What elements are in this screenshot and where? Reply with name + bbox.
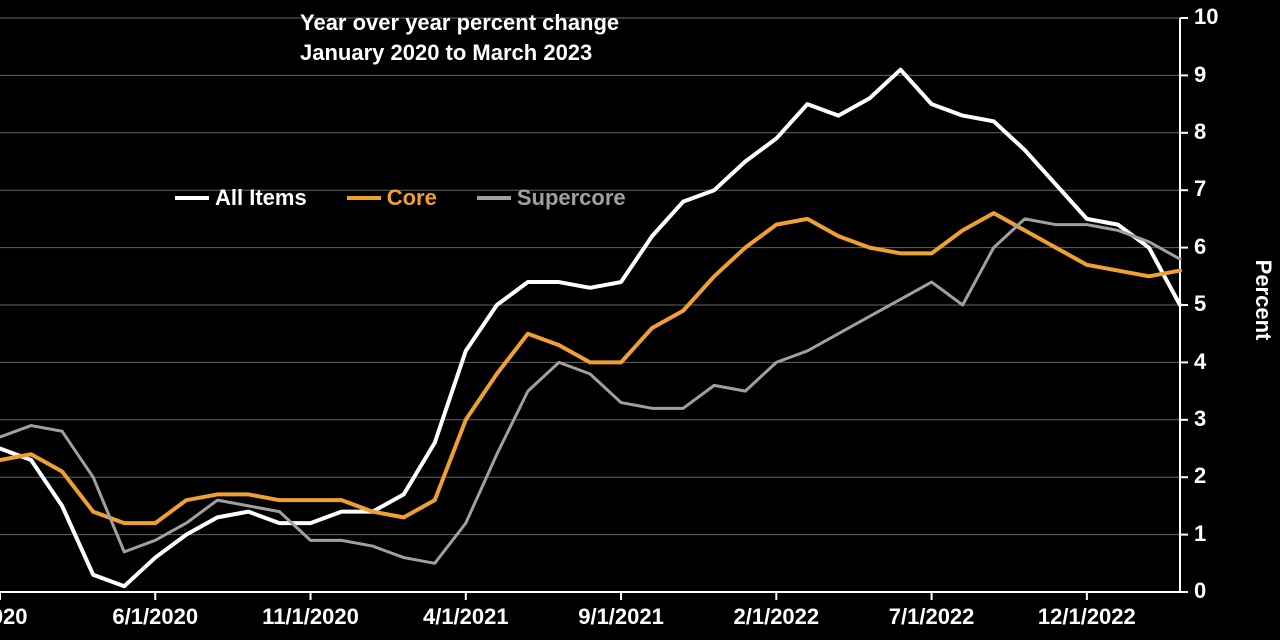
legend-swatch bbox=[347, 196, 381, 200]
y-tick-label: 0 bbox=[1194, 578, 1206, 604]
chart-title-line1: Year over year percent change bbox=[300, 10, 619, 36]
inflation-line-chart: Year over year percent change January 20… bbox=[0, 0, 1280, 640]
y-tick-label: 8 bbox=[1194, 119, 1206, 145]
y-axis-title: Percent bbox=[1250, 260, 1276, 341]
y-tick-label: 3 bbox=[1194, 406, 1206, 432]
x-tick-label: 6/1/2020 bbox=[112, 604, 198, 630]
legend-swatch bbox=[477, 196, 511, 200]
series-line-core bbox=[0, 213, 1180, 523]
legend-item-all-items: All Items bbox=[175, 185, 307, 211]
legend-label: Supercore bbox=[517, 185, 626, 211]
x-tick-label: /2020 bbox=[0, 604, 28, 630]
y-tick-label: 1 bbox=[1194, 521, 1206, 547]
y-tick-label: 10 bbox=[1194, 4, 1218, 30]
y-tick-label: 5 bbox=[1194, 291, 1206, 317]
y-tick-label: 7 bbox=[1194, 176, 1206, 202]
x-tick-label: 9/1/2021 bbox=[578, 604, 664, 630]
x-tick-label: 12/1/2022 bbox=[1038, 604, 1136, 630]
series-line-supercore bbox=[0, 219, 1180, 563]
chart-canvas bbox=[0, 0, 1280, 640]
legend-label: All Items bbox=[215, 185, 307, 211]
x-tick-label: 11/1/2020 bbox=[262, 604, 359, 630]
x-tick-label: 7/1/2022 bbox=[889, 604, 975, 630]
legend-item-core: Core bbox=[347, 185, 437, 211]
legend-swatch bbox=[175, 196, 209, 200]
chart-legend: All Items Core Supercore bbox=[175, 185, 626, 211]
legend-label: Core bbox=[387, 185, 437, 211]
y-tick-label: 9 bbox=[1194, 62, 1206, 88]
chart-title-line2: January 2020 to March 2023 bbox=[300, 40, 592, 66]
y-tick-label: 2 bbox=[1194, 463, 1206, 489]
y-tick-label: 4 bbox=[1194, 349, 1206, 375]
x-tick-label: 2/1/2022 bbox=[733, 604, 819, 630]
legend-item-supercore: Supercore bbox=[477, 185, 626, 211]
x-tick-label: 4/1/2021 bbox=[423, 604, 509, 630]
y-tick-label: 6 bbox=[1194, 234, 1206, 260]
